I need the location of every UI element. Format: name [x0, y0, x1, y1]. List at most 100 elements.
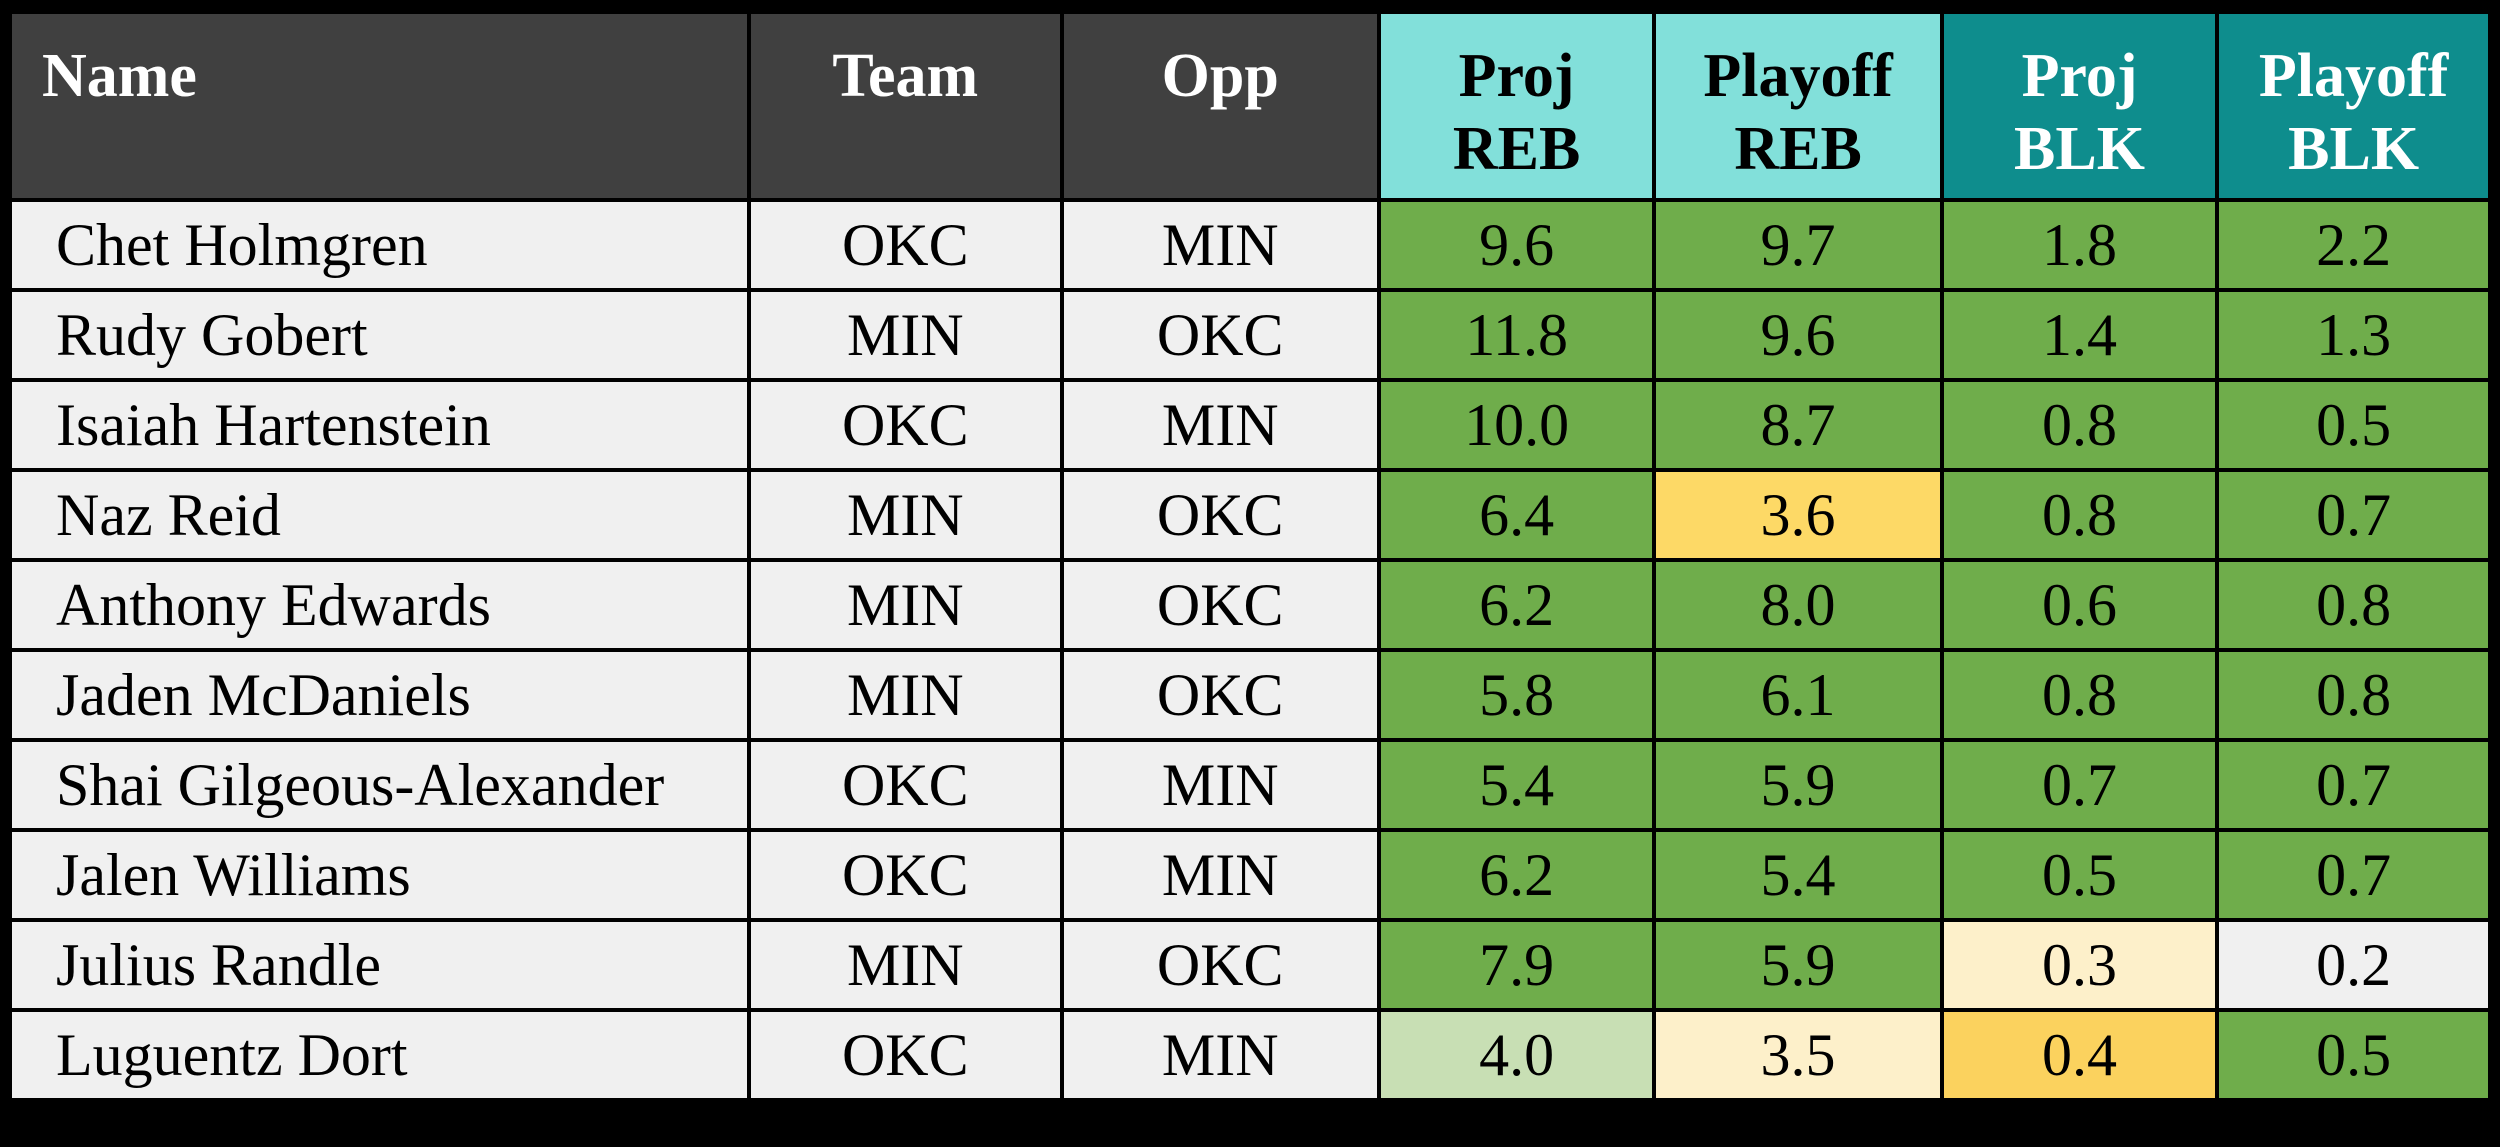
- col-header-proj-blk-line1: Proj: [2021, 42, 2138, 110]
- playoff-reb-cell: 5.4: [1652, 828, 1944, 922]
- opp-cell: OKC: [1059, 648, 1381, 742]
- proj-reb-cell: 9.6: [1376, 198, 1657, 292]
- proj-reb-cell: 11.8: [1376, 288, 1657, 382]
- team-cell: MIN: [747, 468, 1064, 562]
- proj-blk-cell: 0.3: [1939, 918, 2220, 1012]
- col-header-team: Team: [747, 10, 1064, 202]
- playoff-blk-cell: 0.7: [2215, 468, 2492, 562]
- col-header-playoff-reb-line2: REB: [1734, 115, 1862, 184]
- playoff-reb-cell: 8.0: [1652, 558, 1944, 652]
- opp-cell: MIN: [1059, 198, 1381, 292]
- proj-reb-cell: 6.2: [1376, 828, 1657, 922]
- proj-reb-cell: 7.9: [1376, 918, 1657, 1012]
- header-row: Name Team Opp Proj REB Playoff REB Proj …: [7, 10, 2492, 202]
- playoff-blk-cell: 0.7: [2215, 828, 2492, 922]
- playoff-reb-cell: 9.7: [1652, 198, 1944, 292]
- playoff-reb-cell: 6.1: [1652, 648, 1944, 742]
- table-row: Chet Holmgren OKC MIN 9.6 9.7 1.8 2.2: [7, 198, 2492, 292]
- opp-cell: MIN: [1059, 828, 1381, 922]
- playoff-blk-cell: 0.7: [2215, 738, 2492, 832]
- team-cell: OKC: [747, 198, 1064, 292]
- col-header-playoff-blk-line1: Playoff: [2258, 42, 2449, 110]
- col-header-proj-blk-line2: BLK: [2014, 115, 2145, 184]
- table-row: Jaden McDaniels MIN OKC 5.8 6.1 0.8 0.8: [7, 648, 2492, 742]
- playoff-blk-cell: 0.8: [2215, 648, 2492, 742]
- proj-reb-cell: 10.0: [1376, 378, 1657, 472]
- proj-reb-cell: 6.4: [1376, 468, 1657, 562]
- col-header-proj-blk: Proj BLK: [1939, 10, 2220, 202]
- playoff-reb-cell: 3.5: [1652, 1008, 1944, 1102]
- proj-blk-cell: 0.7: [1939, 738, 2220, 832]
- col-header-playoff-reb-line1: Playoff: [1703, 42, 1893, 110]
- proj-blk-cell: 0.6: [1939, 558, 2220, 652]
- opp-cell: OKC: [1059, 288, 1381, 382]
- table-row: Isaiah Hartenstein OKC MIN 10.0 8.7 0.8 0.5: [7, 378, 2492, 472]
- col-header-opp: Opp: [1059, 10, 1381, 202]
- table-row: Jalen Williams OKC MIN 6.2 5.4 0.5 0.7: [7, 828, 2492, 922]
- playoff-reb-cell: 5.9: [1652, 918, 1944, 1012]
- proj-reb-cell: 6.2: [1376, 558, 1657, 652]
- proj-blk-cell: 1.4: [1939, 288, 2220, 382]
- player-name-cell: Julius Randle: [7, 918, 752, 1012]
- playoff-reb-cell: 9.6: [1652, 288, 1944, 382]
- table-row: Naz Reid MIN OKC 6.4 3.6 0.8 0.7: [7, 468, 2492, 562]
- playoff-blk-cell: 0.5: [2215, 1008, 2492, 1102]
- team-cell: OKC: [747, 738, 1064, 832]
- col-header-proj-reb-line1: Proj: [1458, 42, 1575, 110]
- proj-blk-cell: 0.8: [1939, 648, 2220, 742]
- col-header-playoff-reb: Playoff REB: [1652, 10, 1944, 202]
- player-name-cell: Shai Gilgeous-Alexander: [7, 738, 752, 832]
- team-cell: MIN: [747, 558, 1064, 652]
- team-cell: MIN: [747, 648, 1064, 742]
- proj-blk-cell: 0.8: [1939, 378, 2220, 472]
- player-name-cell: Chet Holmgren: [7, 198, 752, 292]
- table-header: Name Team Opp Proj REB Playoff REB Proj …: [7, 10, 2492, 202]
- opp-cell: OKC: [1059, 918, 1381, 1012]
- proj-reb-cell: 5.8: [1376, 648, 1657, 742]
- table-row: Anthony Edwards MIN OKC 6.2 8.0 0.6 0.8: [7, 558, 2492, 652]
- team-cell: MIN: [747, 918, 1064, 1012]
- player-name-cell: Naz Reid: [7, 468, 752, 562]
- team-cell: OKC: [747, 828, 1064, 922]
- col-header-proj-reb-line2: REB: [1452, 115, 1581, 184]
- proj-blk-cell: 0.8: [1939, 468, 2220, 562]
- col-header-name: Name: [7, 10, 752, 202]
- proj-reb-cell: 4.0: [1376, 1008, 1657, 1102]
- playoff-blk-cell: 1.3: [2215, 288, 2492, 382]
- opp-cell: MIN: [1059, 378, 1381, 472]
- playoff-blk-cell: 0.5: [2215, 378, 2492, 472]
- table-row: Shai Gilgeous-Alexander OKC MIN 5.4 5.9 0.7 0.…: [7, 738, 2492, 832]
- player-name-cell: Isaiah Hartenstein: [7, 378, 752, 472]
- team-cell: OKC: [747, 378, 1064, 472]
- proj-blk-cell: 0.5: [1939, 828, 2220, 922]
- player-name-cell: Anthony Edwards: [7, 558, 752, 652]
- opp-cell: MIN: [1059, 738, 1381, 832]
- proj-reb-cell: 5.4: [1376, 738, 1657, 832]
- playoff-blk-cell: 0.8: [2215, 558, 2492, 652]
- team-cell: MIN: [747, 288, 1064, 382]
- col-header-proj-reb: Proj REB: [1376, 10, 1657, 202]
- table-row: Luguentz Dort OKC MIN 4.0 3.5 0.4 0.5: [7, 1008, 2492, 1102]
- player-name-cell: Luguentz Dort: [7, 1008, 752, 1102]
- playoff-reb-cell: 3.6: [1652, 468, 1944, 562]
- table-row: Rudy Gobert MIN OKC 11.8 9.6 1.4 1.3: [7, 288, 2492, 382]
- table-row: Julius Randle MIN OKC 7.9 5.9 0.3 0.2: [7, 918, 2492, 1012]
- opp-cell: OKC: [1059, 468, 1381, 562]
- col-header-playoff-blk: Playoff BLK: [2215, 10, 2492, 202]
- opp-cell: MIN: [1059, 1008, 1381, 1102]
- player-name-cell: Rudy Gobert: [7, 288, 752, 382]
- player-name-cell: Jaden McDaniels: [7, 648, 752, 742]
- col-header-playoff-blk-line2: BLK: [2288, 115, 2420, 184]
- opp-cell: OKC: [1059, 558, 1381, 652]
- playoff-blk-cell: 0.2: [2215, 918, 2492, 1012]
- team-cell: OKC: [747, 1008, 1064, 1102]
- player-projections-table: Name Team Opp Proj REB Playoff REB Proj …: [7, 10, 2492, 1102]
- player-name-cell: Jalen Williams: [7, 828, 752, 922]
- playoff-reb-cell: 8.7: [1652, 378, 1944, 472]
- proj-blk-cell: 0.4: [1939, 1008, 2220, 1102]
- playoff-blk-cell: 2.2: [2215, 198, 2492, 292]
- proj-blk-cell: 1.8: [1939, 198, 2220, 292]
- table-body: Chet Holmgren OKC MIN 9.6 9.7 1.8 2.2 Rudy Gobe…: [7, 198, 2492, 1102]
- playoff-reb-cell: 5.9: [1652, 738, 1944, 832]
